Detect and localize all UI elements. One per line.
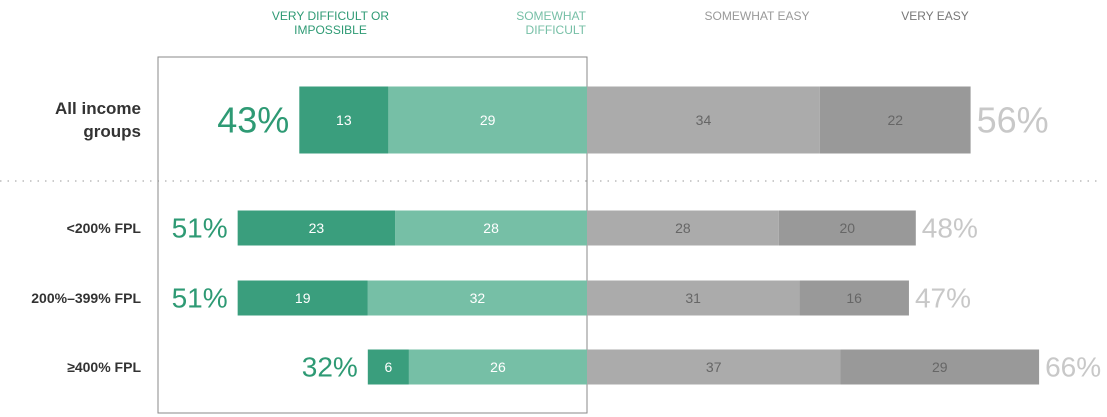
easy-total: 48%	[922, 213, 978, 244]
legend-label: SOMEWHAT DIFFICULT	[516, 9, 586, 37]
legend-label: VERY DIFFICULT OR IMPOSSIBLE	[271, 9, 390, 37]
difficult-total: 51%	[172, 283, 228, 314]
segment-label: 13	[336, 112, 352, 128]
legend-label: SOMEWHAT EASY	[704, 9, 810, 23]
bar-segment	[778, 210, 916, 246]
segment-label: 29	[480, 112, 496, 128]
bar-segment	[237, 280, 368, 316]
bar-segment	[408, 349, 587, 385]
segment-label: 6	[384, 359, 392, 375]
bar-segment	[367, 349, 409, 385]
bar-segment	[819, 86, 971, 154]
category-label: 200%–399% FPL	[31, 290, 141, 306]
difficult-total: 32%	[302, 352, 358, 383]
segment-label: 28	[483, 220, 499, 236]
bar-segment	[587, 280, 800, 316]
segment-label: 29	[932, 359, 948, 375]
bar-segment	[840, 349, 1040, 385]
segment-label: 22	[887, 112, 903, 128]
segment-label: 26	[490, 359, 506, 375]
easy-total: 56%	[977, 100, 1049, 141]
bar-segment	[237, 210, 396, 246]
segment-label: 19	[295, 290, 311, 306]
bar-segment	[799, 280, 909, 316]
segment-label: 28	[675, 220, 691, 236]
category-label: ≥400% FPL	[67, 359, 141, 375]
legend-label: VERY EASY	[901, 9, 969, 23]
category-label: All income groups	[55, 99, 141, 141]
segment-label: 23	[309, 220, 325, 236]
difficult-total: 51%	[172, 213, 228, 244]
bar-segment	[587, 210, 779, 246]
category-label: <200% FPL	[66, 220, 141, 236]
bar-segment	[587, 349, 841, 385]
segment-label: 37	[706, 359, 722, 375]
segment-label: 16	[846, 290, 862, 306]
segment-label: 32	[470, 290, 486, 306]
easy-total: 66%	[1045, 352, 1101, 383]
bar-segment	[299, 86, 389, 154]
bar-segment	[395, 210, 587, 246]
segment-label: 20	[840, 220, 856, 236]
segment-label: 31	[685, 290, 701, 306]
bar-segment	[388, 86, 587, 154]
segment-label: 34	[696, 112, 712, 128]
difficult-total: 43%	[217, 100, 289, 141]
easy-total: 47%	[915, 283, 971, 314]
bar-segment	[367, 280, 587, 316]
bar-segment	[587, 86, 820, 154]
